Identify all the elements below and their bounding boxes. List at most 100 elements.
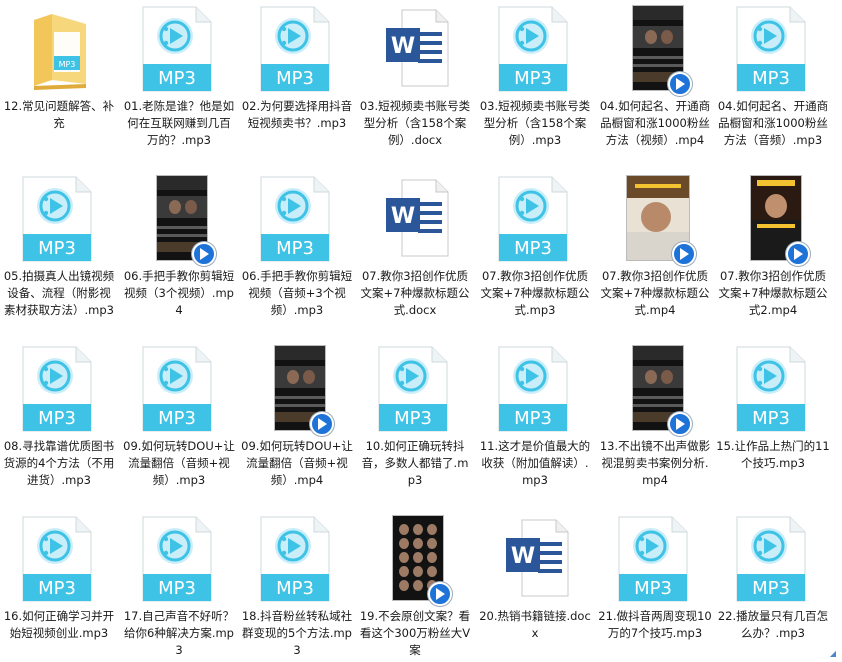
svg-text:MP3: MP3 bbox=[514, 238, 552, 259]
file-name-label: 01.老陈是谁？他是如何在互联网赚到几百万的？.mp3 bbox=[123, 99, 235, 147]
docx-icon-wrapper: W bbox=[476, 512, 594, 604]
play-badge-icon bbox=[428, 582, 452, 606]
svg-text:MP3: MP3 bbox=[514, 408, 552, 429]
file-name-label: 22.播放量只有几百怎么办？.mp3 bbox=[717, 609, 829, 640]
file-name-label: 20.热销书籍链接.docx bbox=[479, 609, 591, 640]
mp3-icon-wrapper: MP3 bbox=[714, 2, 832, 94]
mp4-icon-wrapper bbox=[120, 172, 238, 266]
svg-text:W: W bbox=[391, 34, 415, 59]
file-name-label: 07.教你3招创作优质文案+7种爆款标题公式2.mp4 bbox=[718, 269, 828, 317]
file-name-label: 09.如何玩转DOU+让流量翻倍（音频+视频）.mp3 bbox=[123, 439, 235, 487]
word-document-icon: W bbox=[386, 179, 449, 257]
file-name-label: 07.教你3招创作优质文案+7种爆款标题公式.docx bbox=[360, 269, 470, 317]
mp3-icon-wrapper: MP3 bbox=[476, 2, 594, 94]
mp4-icon-wrapper bbox=[596, 172, 714, 266]
word-document-icon: W bbox=[506, 519, 569, 597]
file-name-label: 10.如何正确玩转抖音，多数人都错了.mp3 bbox=[361, 439, 469, 487]
svg-text:MP3: MP3 bbox=[634, 578, 672, 599]
mp4-icon-wrapper bbox=[238, 342, 356, 436]
file-name-label: 06.手把手教你剪辑短视频（音频+3个视频）.mp3 bbox=[241, 269, 353, 317]
file-name-label: 21.做抖音两周变现10万的7个技巧.mp3 bbox=[598, 609, 712, 640]
mp3-file-icon: MP3 bbox=[22, 176, 92, 262]
mp3-icon-wrapper: MP3 bbox=[476, 342, 594, 434]
docx-icon-wrapper: W bbox=[356, 2, 474, 94]
mp3-file-icon: MP3 bbox=[498, 346, 568, 432]
file-name-label: 19.不会原创文案？看看这个300万粉丝大V案 bbox=[359, 609, 471, 657]
file-name-label: 08.寻找靠谱优质图书货源的4个方法（不用进货）.mp3 bbox=[3, 439, 115, 487]
svg-text:MP3: MP3 bbox=[276, 238, 314, 259]
svg-text:MP3: MP3 bbox=[276, 578, 314, 599]
mp4-icon-wrapper bbox=[596, 342, 714, 436]
svg-text:MP3: MP3 bbox=[158, 408, 196, 429]
mp3-file-icon: MP3 bbox=[260, 176, 330, 262]
mp3-file-icon: MP3 bbox=[498, 6, 568, 92]
mp3-icon-wrapper: MP3 bbox=[0, 512, 118, 604]
svg-text:MP3: MP3 bbox=[514, 68, 552, 89]
mp3-file-icon: MP3 bbox=[260, 6, 330, 92]
file-name-label: 05.拍摄真人出镜视频设备、流程（附影视素材获取方法）.mp3 bbox=[3, 269, 115, 317]
svg-text:MP3: MP3 bbox=[158, 578, 196, 599]
mp3-file-icon: MP3 bbox=[142, 516, 212, 602]
play-badge-icon bbox=[668, 412, 692, 436]
svg-text:MP3: MP3 bbox=[276, 68, 314, 89]
svg-text:MP3: MP3 bbox=[38, 408, 76, 429]
file-name-label: 03.短视频卖书账号类型分析（含158个案例）.docx bbox=[359, 99, 471, 147]
file-name-label: 02.为何要选择用抖音短视频卖书？.mp3 bbox=[241, 99, 353, 130]
svg-text:MP3: MP3 bbox=[752, 68, 790, 89]
play-badge-icon bbox=[192, 242, 216, 266]
mp3-file-icon: MP3 bbox=[736, 6, 806, 92]
mp3-file-icon: MP3 bbox=[22, 516, 92, 602]
svg-text:MP3: MP3 bbox=[158, 68, 196, 89]
mp3-file-icon: MP3 bbox=[142, 346, 212, 432]
file-name-label: 03.短视频卖书账号类型分析（含158个案例）.mp3 bbox=[479, 99, 591, 147]
word-document-icon: W bbox=[386, 9, 449, 87]
svg-text:W: W bbox=[391, 204, 415, 229]
file-name-label: 15.让作品上热门的11个技巧.mp3 bbox=[716, 439, 830, 470]
mp3-file-icon: MP3 bbox=[736, 346, 806, 432]
video-thumbnail bbox=[632, 5, 684, 91]
folder-icon-wrapper: MP3 bbox=[0, 2, 118, 94]
file-name-label: 16.如何正确学习并开始短视频创业.mp3 bbox=[3, 609, 115, 640]
svg-text:W: W bbox=[511, 544, 535, 569]
file-name-label: 13.不出镜不出声做影视混剪卖书案例分析.mp4 bbox=[599, 439, 711, 487]
mp3-icon-wrapper: MP3 bbox=[238, 512, 356, 604]
mp3-icon-wrapper: MP3 bbox=[714, 512, 832, 604]
mp3-file-icon: MP3 bbox=[736, 516, 806, 602]
play-badge-icon bbox=[668, 72, 692, 96]
svg-text:MP3: MP3 bbox=[752, 578, 790, 599]
play-badge-icon bbox=[786, 242, 810, 266]
mp3-icon-wrapper: MP3 bbox=[120, 342, 238, 434]
svg-text:MP3: MP3 bbox=[59, 60, 76, 69]
folder-icon: MP3 bbox=[34, 14, 86, 90]
file-name-label: 11.这才是价值最大的收获（附加值解读）.mp3 bbox=[479, 439, 591, 487]
file-name-label: 18.抖音粉丝转私域社群变现的5个方法.mp3 bbox=[241, 609, 353, 657]
mp4-icon-wrapper bbox=[356, 512, 474, 606]
mp3-icon-wrapper: MP3 bbox=[714, 342, 832, 434]
mp3-file-icon: MP3 bbox=[498, 176, 568, 262]
svg-text:MP3: MP3 bbox=[752, 408, 790, 429]
mp3-icon-wrapper: MP3 bbox=[0, 342, 118, 434]
resize-corner-icon[interactable]: ◢ bbox=[829, 649, 836, 658]
file-name-label: 07.教你3招创作优质文案+7种爆款标题公式.mp3 bbox=[480, 269, 590, 317]
mp3-file-icon: MP3 bbox=[378, 346, 448, 432]
mp3-icon-wrapper: MP3 bbox=[238, 172, 356, 264]
docx-icon-wrapper: W bbox=[356, 172, 474, 264]
mp3-file-icon: MP3 bbox=[260, 516, 330, 602]
video-thumbnail bbox=[632, 345, 684, 431]
mp3-icon-wrapper: MP3 bbox=[238, 2, 356, 94]
mp3-icon-wrapper: MP3 bbox=[476, 172, 594, 264]
mp3-icon-wrapper: MP3 bbox=[596, 512, 714, 604]
file-name-label: 17.自己声音不好听？给你6种解决方案.mp3 bbox=[123, 609, 235, 657]
svg-text:MP3: MP3 bbox=[38, 238, 76, 259]
svg-text:MP3: MP3 bbox=[38, 578, 76, 599]
file-name-label: 09.如何玩转DOU+让流量翻倍（音频+视频）.mp4 bbox=[241, 439, 353, 487]
file-name-label: 04.如何起名、开通商品橱窗和涨1000粉丝方法（音频）.mp3 bbox=[717, 99, 829, 147]
play-badge-icon bbox=[310, 412, 334, 436]
file-name-label: 12.常见问题解答、补充 bbox=[3, 99, 115, 130]
mp3-icon-wrapper: MP3 bbox=[356, 342, 474, 434]
mp3-icon-wrapper: MP3 bbox=[0, 172, 118, 264]
file-name-label: 06.手把手教你剪辑短视频（3个视频）.mp4 bbox=[123, 269, 235, 317]
mp3-icon-wrapper: MP3 bbox=[120, 512, 238, 604]
play-badge-icon bbox=[672, 242, 696, 266]
